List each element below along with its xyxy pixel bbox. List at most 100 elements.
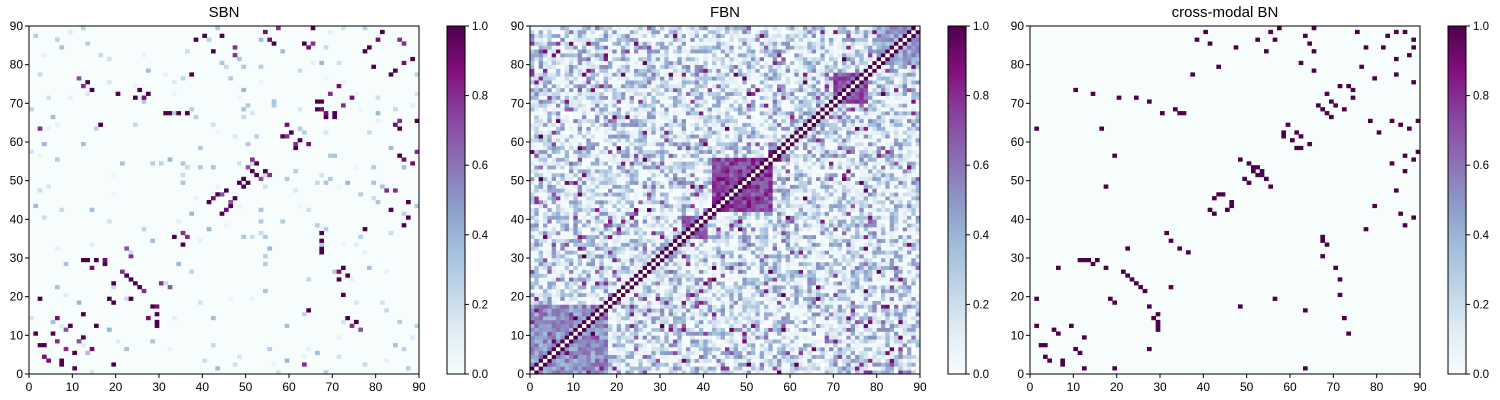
heatmap-cell: [811, 277, 817, 282]
heatmap-cell: [807, 354, 813, 359]
heatmap-cell: [634, 227, 639, 232]
heatmap-cell: [712, 261, 717, 267]
heatmap-cell: [564, 331, 570, 336]
heatmap-cell: [660, 370, 665, 375]
heatmap-cell: [777, 215, 782, 220]
heatmap-cell: [642, 300, 648, 305]
heatmap-cell: [673, 265, 678, 270]
heatmap-cell: [107, 56, 112, 62]
heatmap-cell: [547, 200, 553, 205]
heatmap-cell: [881, 250, 886, 255]
heatmap-cell: [712, 192, 717, 197]
heatmap-cell: [911, 238, 917, 243]
heatmap-cell: [677, 196, 683, 201]
heatmap-cell: [699, 312, 704, 317]
heatmap-cell: [837, 269, 843, 274]
heatmap-cell: [638, 227, 644, 232]
heatmap-cell: [907, 277, 912, 282]
heatmap-cell: [538, 335, 544, 340]
heatmap-cell: [738, 319, 743, 325]
heatmap-cell: [556, 203, 561, 209]
heatmap-cell: [668, 188, 674, 193]
heatmap-cell: [664, 250, 670, 255]
heatmap-cell: [915, 273, 921, 278]
heatmap-cell: [751, 327, 756, 332]
heatmap-cell: [820, 354, 826, 359]
heatmap-cell: [872, 207, 878, 212]
heatmap-cell: [547, 319, 553, 325]
heatmap-cell: [855, 296, 860, 301]
heatmap-cell: [699, 176, 704, 182]
heatmap-cell: [543, 261, 548, 267]
heatmap-cell: [55, 339, 60, 344]
heatmap-cell: [842, 346, 847, 352]
heatmap-cell: [634, 312, 639, 317]
heatmap-cell: [755, 200, 761, 205]
heatmap-cell: [690, 285, 696, 290]
heatmap-cell: [881, 261, 886, 267]
heatmap-cell: [612, 242, 618, 247]
heatmap-cell: [560, 188, 566, 193]
heatmap-cell: [725, 323, 730, 328]
heatmap-cell: [128, 277, 134, 282]
heatmap-cell: [560, 308, 566, 313]
heatmap-cell: [746, 312, 752, 317]
heatmap-cell: [595, 343, 600, 348]
heatmap-cell: [907, 285, 912, 290]
heatmap-cell: [569, 273, 574, 278]
heatmap-cell: [876, 335, 882, 340]
heatmap-cell: [612, 227, 618, 232]
heatmap-cell: [577, 200, 583, 205]
heatmap-cell: [820, 343, 826, 348]
heatmap-cell: [94, 258, 99, 263]
heatmap-cell: [742, 207, 748, 212]
heatmap-cell: [560, 339, 566, 344]
heatmap-cell: [564, 238, 570, 243]
heatmap-cell: [881, 300, 886, 305]
heatmap-cell: [668, 312, 674, 317]
heatmap-cell: [538, 316, 544, 321]
heatmap-cell: [647, 238, 652, 243]
heatmap-cell: [599, 273, 605, 278]
heatmap-cell: [577, 350, 583, 356]
heatmap-cell: [811, 346, 817, 352]
heatmap-cell: [885, 316, 891, 321]
heatmap-cell: [790, 246, 795, 251]
heatmap-cell: [634, 238, 639, 243]
heatmap-cell: [556, 273, 561, 278]
heatmap-cell: [915, 319, 921, 325]
heatmap-cell: [543, 254, 548, 259]
heatmap-cell: [673, 308, 678, 313]
heatmap-cell: [410, 103, 416, 108]
heatmap-cell: [811, 292, 817, 298]
heatmap-cell: [738, 203, 743, 209]
heatmap-cell: [534, 258, 540, 263]
heatmap-cell: [716, 215, 722, 220]
heatmap-cell: [551, 339, 557, 344]
heatmap-cell: [850, 211, 856, 216]
heatmap-cell: [781, 319, 787, 325]
heatmap-cell: [547, 203, 553, 209]
heatmap-cell: [582, 215, 587, 220]
heatmap-cell: [798, 370, 804, 375]
heatmap-cell: [629, 308, 635, 313]
heatmap-cell: [898, 327, 904, 332]
heatmap-cell: [258, 207, 264, 212]
heatmap-cell: [824, 331, 830, 336]
heatmap-cell: [768, 215, 774, 220]
heatmap-cell: [586, 196, 592, 201]
heatmap-cell: [846, 277, 852, 282]
heatmap-cell: [707, 281, 713, 286]
heatmap-cell: [842, 335, 847, 340]
heatmap-cell: [215, 366, 221, 371]
heatmap-cell: [660, 246, 665, 251]
heatmap-cell: [907, 343, 912, 348]
heatmap-cell: [677, 223, 683, 228]
heatmap-cell: [564, 277, 570, 282]
heatmap-cell: [863, 200, 869, 205]
heatmap-cell: [590, 258, 596, 263]
heatmap-cell: [863, 339, 869, 344]
heatmap-cell: [625, 184, 631, 189]
heatmap-cell: [868, 277, 873, 282]
heatmap-cell: [647, 331, 652, 336]
